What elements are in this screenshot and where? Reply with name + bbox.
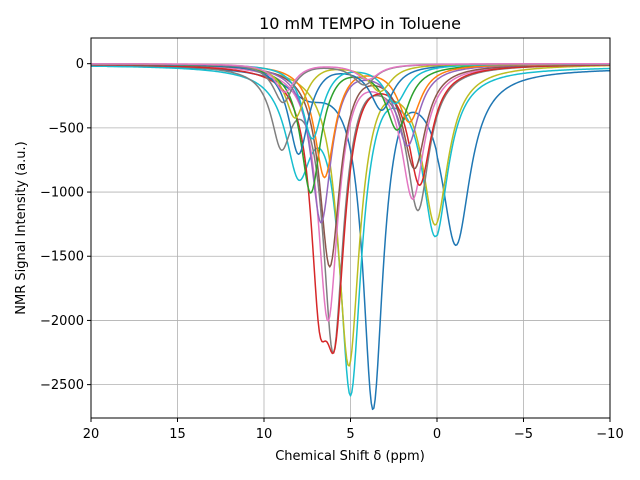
chart-title: 10 mM TEMPO in Toluene	[259, 14, 461, 33]
x-axis-label: Chemical Shift δ (ppm)	[275, 449, 425, 464]
x-tick-label: 0	[433, 427, 441, 442]
x-tick-label: 15	[169, 427, 186, 442]
y-tick-label: −1000	[40, 186, 84, 201]
y-tick-label: −2000	[40, 314, 84, 329]
x-tick-label: 5	[346, 427, 354, 442]
x-tick-label: 20	[83, 427, 100, 442]
series-lines	[91, 63, 610, 411]
x-tick-label: −10	[596, 427, 623, 442]
y-axis-ticks: 0 −500 −1000 −1500 −2000 −2500	[40, 57, 91, 393]
y-axis-label: NMR Signal Intensity (a.u.)	[14, 141, 29, 315]
x-tick-label: 10	[256, 427, 273, 442]
series-line-2	[91, 65, 610, 397]
series-line-6	[91, 64, 610, 355]
y-tick-label: −1500	[40, 250, 84, 265]
y-tick-label: 0	[76, 57, 84, 72]
x-axis-ticks: 20 15 10 5 0 −5 −10	[83, 418, 624, 442]
series-line-15	[91, 63, 610, 93]
y-tick-label: −500	[48, 121, 84, 136]
x-tick-label: −5	[514, 427, 533, 442]
y-tick-label: −2500	[40, 378, 84, 393]
